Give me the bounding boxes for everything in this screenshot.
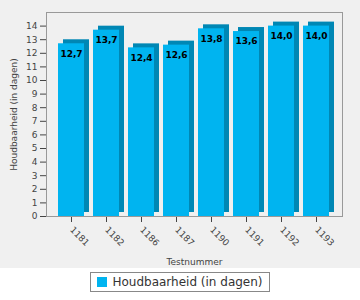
svg-text:13,8: 13,8 <box>200 34 222 44</box>
svg-text:1186: 1186 <box>138 225 161 248</box>
svg-text:14,0: 14,0 <box>305 31 327 41</box>
svg-text:1: 1 <box>32 198 38 208</box>
svg-text:12,4: 12,4 <box>130 53 152 63</box>
svg-text:13: 13 <box>26 35 37 45</box>
svg-text:1191: 1191 <box>243 225 266 248</box>
svg-text:12,7: 12,7 <box>60 49 82 59</box>
svg-text:3: 3 <box>32 171 38 181</box>
svg-text:8: 8 <box>32 103 38 113</box>
svg-text:1182: 1182 <box>103 225 126 248</box>
svg-text:6: 6 <box>32 130 38 140</box>
svg-text:Testnummer: Testnummer <box>166 257 223 267</box>
svg-text:12,6: 12,6 <box>165 50 187 60</box>
svg-text:12: 12 <box>26 48 37 58</box>
svg-text:1181: 1181 <box>68 225 91 248</box>
svg-text:7: 7 <box>32 116 38 126</box>
svg-text:4: 4 <box>32 157 38 167</box>
html-text:Houdbaarheid (in dagen): Houdbaarheid (in dagen) <box>112 275 263 289</box>
svg-text:10: 10 <box>26 75 38 85</box>
svg-text:Houdbaarheid (in dagen): Houdbaarheid (in dagen) <box>9 58 19 171</box>
svg-text:1187: 1187 <box>173 225 196 248</box>
svg-text:13,6: 13,6 <box>235 36 257 46</box>
svg-text:1192: 1192 <box>278 225 301 248</box>
svg-text:14,0: 14,0 <box>270 31 292 41</box>
svg-text:5: 5 <box>32 143 38 153</box>
svg-text:1190: 1190 <box>208 225 231 248</box>
svg-text:9: 9 <box>32 89 38 99</box>
svg-text:2: 2 <box>32 184 38 194</box>
svg-text:1193: 1193 <box>313 225 336 248</box>
svg-text:11: 11 <box>26 62 37 72</box>
svg-text:0: 0 <box>32 211 38 221</box>
svg-text:13,7: 13,7 <box>95 35 117 45</box>
svg-text:14: 14 <box>26 21 38 31</box>
